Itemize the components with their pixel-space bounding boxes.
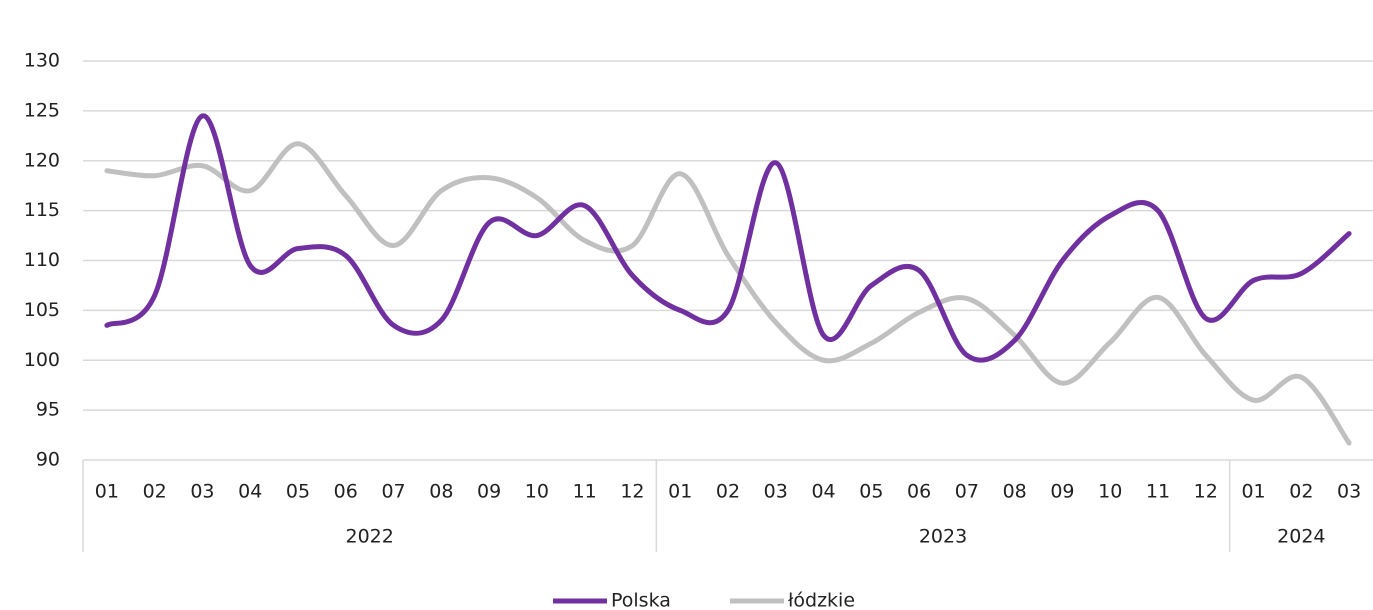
year-label: 2022 — [345, 526, 393, 548]
y-tick-label: 130 — [24, 50, 60, 72]
x-tick-label: 11 — [1146, 481, 1170, 503]
y-tick-label: 100 — [24, 349, 60, 371]
line-series — [104, 113, 1352, 363]
x-tick-label: 09 — [1050, 481, 1074, 503]
x-tick-label: 07 — [381, 481, 405, 503]
x-tick-label: 10 — [1098, 481, 1122, 503]
legend-label: Polska — [611, 590, 671, 610]
year-label: 2024 — [1277, 526, 1325, 548]
x-tick-label: 09 — [477, 481, 501, 503]
x-tick-label: 07 — [955, 481, 979, 503]
x-tick-label: 08 — [1003, 481, 1027, 503]
x-tick-label: 11 — [573, 481, 597, 503]
x-tick-label: 02 — [143, 481, 167, 503]
x-tick-label: 01 — [95, 481, 119, 503]
x-tick-label: 04 — [811, 481, 835, 503]
y-tick-label: 120 — [24, 149, 60, 171]
y-tick-label: 125 — [24, 99, 60, 121]
y-tick-label: 105 — [24, 299, 60, 321]
x-tick-label: 01 — [668, 481, 692, 503]
x-tick-label: 06 — [334, 481, 358, 503]
x-tick-label: 05 — [859, 481, 883, 503]
x-tick-label: 02 — [716, 481, 740, 503]
x-tick-label: 10 — [525, 481, 549, 503]
x-tick-label: 03 — [1337, 481, 1361, 503]
x-tick-label: 06 — [907, 481, 931, 503]
x-tick-label: 02 — [1289, 481, 1313, 503]
legend-label: łódzkie — [788, 590, 855, 610]
year-label: 2023 — [919, 526, 967, 548]
y-tick-label: 115 — [24, 199, 60, 221]
x-tick-label: 03 — [764, 481, 788, 503]
x-tick-label: 05 — [286, 481, 310, 503]
x-tick-label: 12 — [1194, 481, 1218, 503]
x-tick-label: 03 — [190, 481, 214, 503]
x-tick-label: 04 — [238, 481, 262, 503]
y-tick-label: 95 — [36, 399, 60, 421]
line-series — [104, 141, 1352, 446]
y-tick-label: 90 — [36, 449, 60, 471]
x-tick-label: 12 — [620, 481, 644, 503]
x-tick-label: 08 — [429, 481, 453, 503]
x-tick-label: 01 — [1241, 481, 1265, 503]
y-tick-label: 110 — [24, 249, 60, 271]
